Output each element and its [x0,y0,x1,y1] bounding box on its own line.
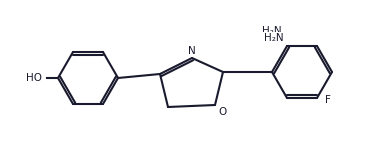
Text: F: F [325,95,331,105]
Text: O: O [218,107,226,117]
Text: HO: HO [26,73,42,83]
Text: N: N [188,46,196,56]
Text: H₂N: H₂N [262,26,282,36]
Text: H₂N: H₂N [264,33,284,43]
